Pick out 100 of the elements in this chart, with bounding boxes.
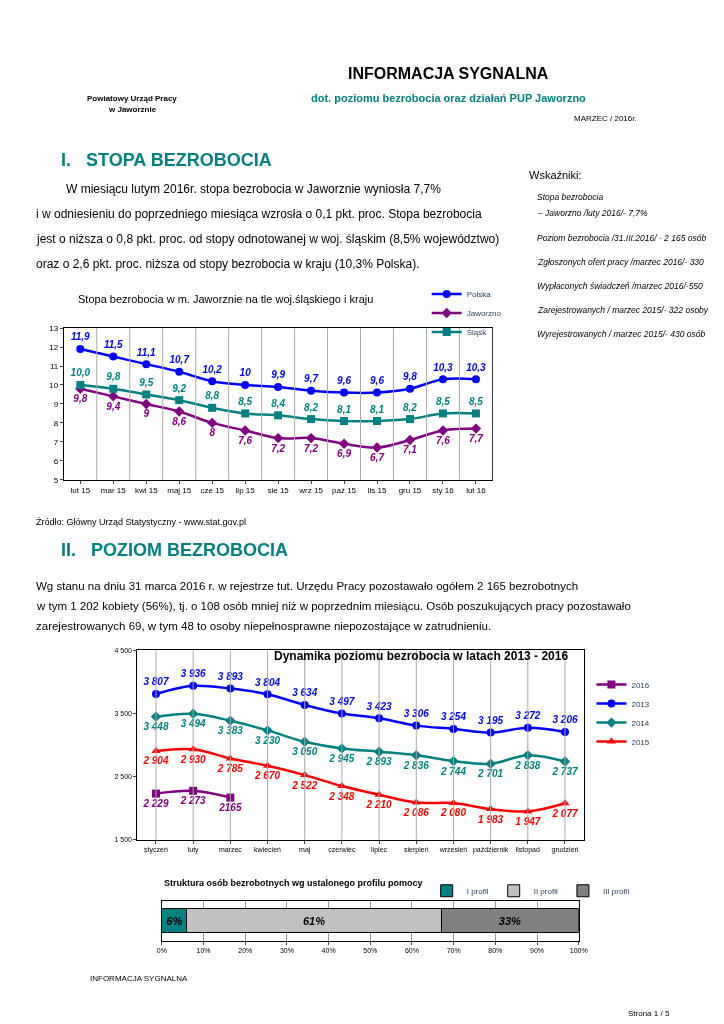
text: Wypłaconych świadczeń /marzec 2016/-550 [537,281,704,291]
data-label: 7,2 [271,442,286,454]
legend-label: 2013 [631,699,650,709]
data-label: 9,7 [304,373,319,385]
data-label: 3 494 [180,718,207,730]
data-label: 3 448 [143,721,169,733]
data-label: 2 945 [328,752,355,764]
data-label: 7,6 [238,435,253,446]
x-tick-label: paź 15 [332,486,357,496]
legend-label: 2016 [631,680,650,690]
data-label: 9,2 [172,382,187,394]
y-tick-label: 6 [53,456,59,466]
data-label: 3 497 [329,696,355,708]
text: W miesiącu lutym 2016r. stopa bezrobocia w Jaworznie wyniosła 7,7% [66,182,442,196]
point [471,409,480,418]
point [404,434,416,446]
data-label: 2 210 [365,799,393,811]
data-label: 2 522 [291,779,318,791]
point [76,381,85,389]
point [470,423,482,434]
point [338,438,350,449]
x-tick-label: lis 15 [367,486,387,496]
point [438,409,447,418]
point [300,700,309,709]
point [208,377,217,386]
legend-label: II profil [533,886,558,896]
text: oraz o 2,6 pkt. proc. niższa od stopy bezrobocia w kraju (10,3% Polska). [36,257,420,271]
point [142,390,151,399]
y-tick-label: 12 [49,342,59,352]
data-label: 3 893 [217,671,244,683]
data-label: 9,4 [106,400,121,412]
data-label: 2 086 [402,807,430,819]
data-label: 3 050 [292,746,318,758]
point [141,398,152,410]
data-label: 1 983 [478,813,504,825]
legend-label: I profil [466,886,489,896]
data-label: 9,9 [271,369,286,381]
text: w tym 1 202 kobiety (56%), tj. o 108 osób mniej niż w poprzednim miesiącu. Osób poszukujących pracy pozostawało [36,600,631,612]
y-tick-label: 5 [53,475,59,485]
point [274,411,283,420]
data-label: 11,5 [103,339,124,351]
point [206,417,218,429]
data-label: 7,7 [468,433,484,445]
text: Źródło: Główny Urząd Statystyczny - www.stat.gov.pl [36,517,246,527]
data-label: 3 254 [440,711,467,723]
point [239,425,251,436]
data-label: 9,8 [106,371,121,383]
y-tick-label: 11 [49,361,59,371]
data-label: 8,1 [370,403,385,415]
data-label: 3 807 [143,676,169,688]
text: I. STOPA BEZROBOCIA [61,150,272,170]
text: Wskaźniki: [529,169,582,181]
data-label: 7,1 [403,444,418,456]
data-label: 2 080 [439,807,467,819]
data-label: 9 [143,408,150,420]
x-tick-label: lut 15 [70,486,91,496]
data-label: 8,2 [403,401,418,413]
point [340,417,349,426]
point [437,425,449,436]
x-tick-label: gru 15 [398,486,422,496]
point [108,391,119,402]
text: INFORMACJA SYGNALNA [90,974,189,983]
data-label: 7,6 [435,435,451,446]
text: II. POZIOM BEZROBOCIA [61,540,289,560]
text: i w odniesieniu do poprzedniego miesiąca wzrosła o 0,1 pkt. proc. Stopa bezrobocia [36,207,482,221]
text: INFORMACJA SYGNALNA [348,65,549,82]
data-label: 2 273 [179,795,207,807]
data-label: 3 272 [515,710,541,722]
point [523,723,532,732]
point [274,382,283,391]
text: Powiatowy Urząd Pracy [87,94,178,103]
chart-title: Stopa bezrobocia w m. Jaworznie na tle woj.śląskiego i kraju [78,293,374,305]
point [438,375,447,384]
point [109,384,118,393]
x-tick-label: sty 16 [432,486,455,496]
text: w Jaworznie [108,105,157,114]
data-label: 3 195 [478,715,504,727]
point [371,442,383,453]
legend-label: Jaworzno [466,309,502,319]
legend-label: Śląsk [466,328,488,338]
point [307,415,316,424]
data-label: 11,1 [136,346,157,358]
data-label: 10 [239,367,252,379]
chart-title: Dynamika poziomu bezrobocia w latach 2013 - 2016 [274,649,569,663]
point [175,396,184,405]
data-label: 8 [209,427,216,439]
data-label: 1 947 [515,815,541,827]
x-tick-label: sie 15 [267,486,290,496]
point [174,406,185,417]
point [241,381,250,389]
data-label: 10,0 [70,367,91,379]
text: Zarejestrowanych / marzec 2015/- 322 osoby [537,305,709,315]
legend-label: 2014 [631,718,650,728]
data-label: 10,7 [169,354,190,366]
text: Zgłoszonych ofert pracy /marzec 2016/- 330 [537,257,705,267]
data-label: 2 785 [216,763,244,774]
point [142,360,151,369]
text: Strona 1 / 5 [628,1009,670,1018]
point [175,367,184,376]
point [307,386,316,395]
